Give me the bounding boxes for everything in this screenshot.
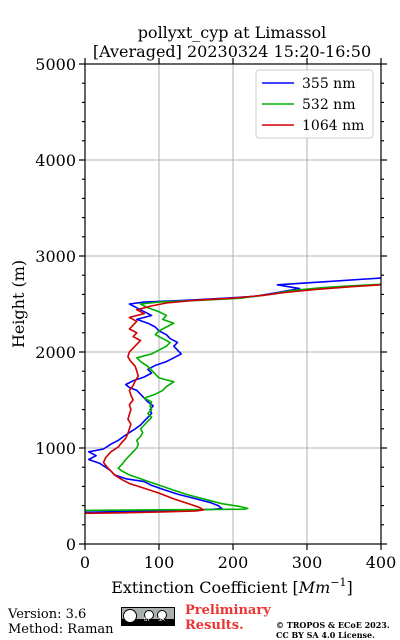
y-tick-label: 5000 xyxy=(35,55,76,74)
cc-badge-by: BY xyxy=(144,617,151,623)
series-line-2 xyxy=(85,283,381,512)
chart-title-line1: pollyxt_cyp at Limassol xyxy=(138,23,327,42)
preliminary-results-text: Preliminary Results. xyxy=(185,603,271,633)
chart-title-line2: [Averaged] 20230324 15:20-16:50 xyxy=(93,42,371,61)
series-line-3 xyxy=(85,284,381,515)
x-tick-label: 300 xyxy=(292,553,323,572)
x-tick-label: 100 xyxy=(144,553,175,572)
cc-license-badge: BY SA xyxy=(121,607,175,626)
preliminary-line1: Preliminary xyxy=(185,603,271,618)
version-text: Version: 3.6 xyxy=(8,607,87,622)
y-tick-label: 1000 xyxy=(35,439,76,458)
axis-ticks xyxy=(79,58,387,550)
x-tick-label: 0 xyxy=(80,553,90,572)
copyright-line2: CC BY SA 4.0 License. xyxy=(276,630,375,640)
by-icon xyxy=(144,610,154,620)
x-tick-label: 400 xyxy=(366,553,397,572)
copyright-text: © TROPOS & ECoE 2023. CC BY SA 4.0 Licen… xyxy=(276,620,390,640)
copyright-line1: © TROPOS & ECoE 2023. xyxy=(276,620,390,630)
sa-icon xyxy=(157,610,167,620)
legend: 355 nm 532 nm 1064 nm xyxy=(255,69,374,139)
y-tick-label: 0 xyxy=(66,535,76,554)
x-axis-label: Extinction Coefficient [Mm−1] xyxy=(111,576,353,597)
legend-box xyxy=(255,69,374,139)
y-tick-label: 3000 xyxy=(35,247,76,266)
legend-label-3: 1064 nm xyxy=(302,118,364,134)
legend-label-2: 532 nm xyxy=(302,97,355,113)
y-tick-label: 2000 xyxy=(35,343,76,362)
cc-badge-sa: SA xyxy=(158,617,165,623)
y-axis-label: Height (m) xyxy=(9,260,28,348)
cc-icon xyxy=(123,609,137,623)
preliminary-line2: Results. xyxy=(185,618,244,633)
y-tick-label: 4000 xyxy=(35,151,76,170)
x-tick-label: 200 xyxy=(218,553,249,572)
legend-label-1: 355 nm xyxy=(302,76,355,92)
method-text: Method: Raman xyxy=(8,622,114,637)
series-lines xyxy=(85,277,381,515)
